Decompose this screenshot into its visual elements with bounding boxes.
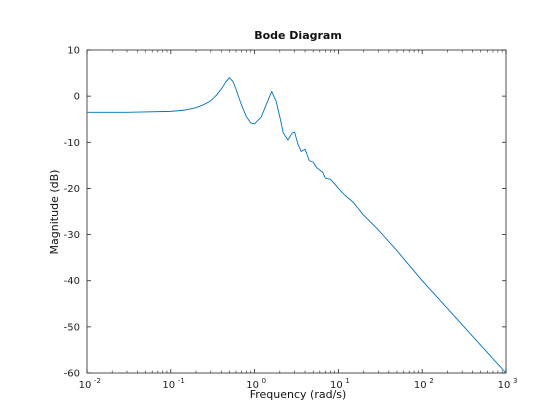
x-tick-label: 10 [414, 380, 427, 391]
series-group [87, 77, 507, 374]
axes [86, 49, 507, 374]
y-tick-label: -50 [64, 322, 80, 333]
y-tick-label: -60 [64, 369, 80, 380]
y-axis-label: Magnitude (dB) [48, 170, 61, 255]
plot-frame [86, 49, 507, 374]
x-tick-label: 10 [246, 380, 259, 391]
y-tick-label: -10 [64, 138, 80, 149]
x-tick-label: 10 [79, 380, 92, 391]
x-tick-exponent: -1 [178, 377, 185, 385]
x-tick-exponent: 3 [513, 377, 517, 385]
x-tick-label: 10 [330, 380, 343, 391]
x-tick-label: 10 [162, 380, 175, 391]
y-tick-label: -30 [64, 230, 80, 241]
series-line [87, 77, 507, 374]
chart-title: Bode Diagram [254, 29, 342, 42]
x-tick-exponent: 2 [429, 377, 433, 385]
y-tick-label: -20 [64, 184, 80, 195]
x-tick-exponent: 1 [345, 377, 349, 385]
y-tick-label: 10 [67, 46, 80, 57]
x-tick-exponent: 0 [262, 377, 266, 385]
x-tick-label: 10 [498, 380, 511, 391]
x-axis-label: Frequency (rad/s) [250, 388, 347, 401]
y-tick-label: -40 [64, 276, 80, 287]
x-tick-exponent: -2 [94, 377, 101, 385]
y-tick-label: 0 [74, 92, 80, 103]
